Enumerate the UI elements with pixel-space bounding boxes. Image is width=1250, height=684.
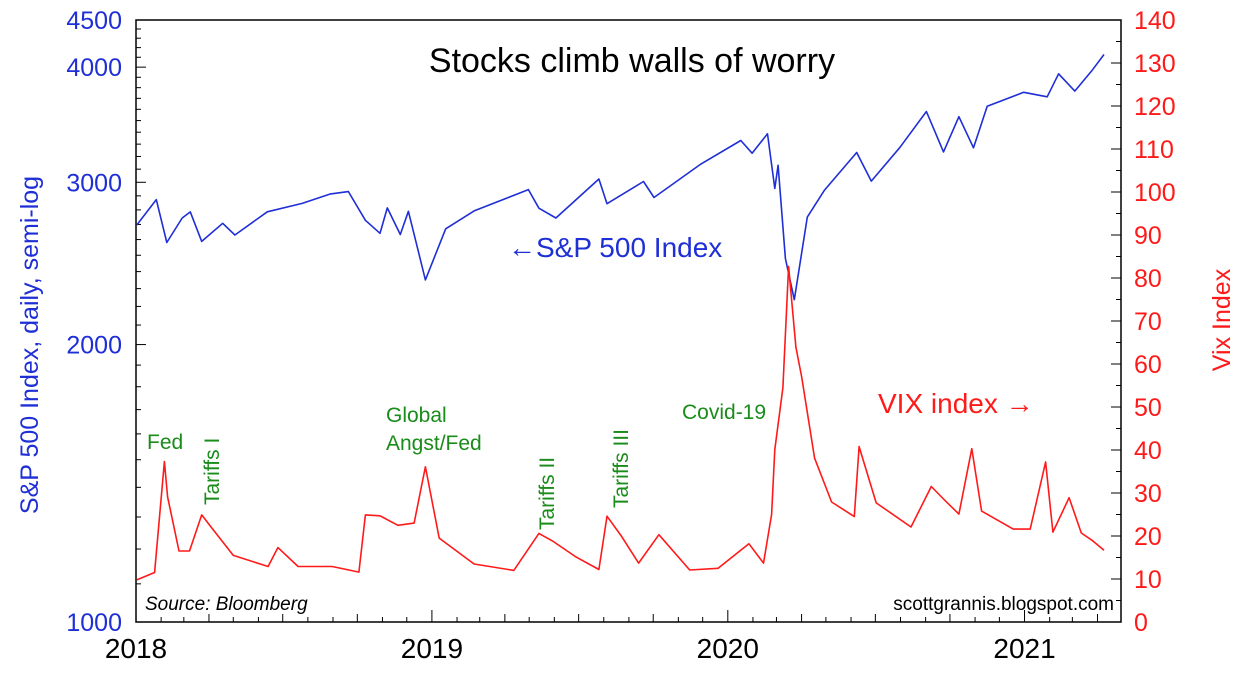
annotation-tariffs-1: Tariffs I: [201, 438, 224, 505]
y-right-tick-label: 50: [1134, 394, 1162, 422]
y-left-axis-label: S&P 500 Index, daily, semi-log: [16, 176, 44, 514]
series-line-vix: [136, 265, 1105, 581]
y-right-tick-label: 30: [1134, 480, 1162, 508]
x-ticks: 2018 2019 2020 2021: [105, 610, 1098, 664]
x-tick-label: 2021: [993, 633, 1055, 664]
chart-title: Stocks climb walls of worry: [429, 42, 835, 80]
y-right-tick-label: 110: [1134, 136, 1174, 164]
x-tick-label: 2019: [401, 633, 463, 664]
y-right-tick-label: 100: [1134, 179, 1176, 207]
annotation-covid: Covid-19: [682, 401, 766, 424]
y-left-tick-label: 4000: [66, 54, 122, 82]
annotation-tariffs-2: Tariffs II: [536, 457, 559, 530]
y-left-tick-label: 1000: [66, 609, 122, 637]
y-right-tick-label: 80: [1134, 265, 1162, 293]
x-tick-label: 2018: [105, 633, 167, 664]
source-note: Source: Bloomberg: [145, 594, 308, 615]
credit-note: scottgrannis.blogspot.com: [893, 594, 1114, 615]
y-right-axis-label: Vix Index: [1208, 268, 1236, 371]
y-right-tick-label: 10: [1134, 566, 1162, 594]
y-right-tick-label: 120: [1134, 93, 1176, 121]
y-right-tick-label: 90: [1134, 222, 1162, 250]
y-right-tick-label: 40: [1134, 437, 1162, 465]
series-label-vix: VIX index →: [878, 388, 1034, 419]
y-left-tick-label: 2000: [66, 332, 122, 360]
y-left-tick-label: 4500: [66, 7, 122, 35]
plot-frame: [135, 19, 1122, 623]
series-label-sp500: ←S&P 500 Index: [508, 232, 722, 263]
x-tick-label: 2020: [697, 633, 759, 664]
annotation-tariffs-3: Tariffs III: [610, 429, 633, 508]
y-right-tick-label: 20: [1134, 523, 1162, 551]
y-left-tick-label: 3000: [66, 169, 122, 197]
y-left-ticks: 4500 4000 3000 2000 1000: [66, 7, 146, 637]
series-line-sp500: [136, 54, 1105, 301]
y-right-tick-label: 140: [1134, 7, 1176, 35]
annotation-global-line2: Angst/Fed: [386, 432, 482, 455]
y-right-tick-label: 60: [1134, 351, 1162, 379]
annotation-fed: Fed: [147, 431, 183, 454]
y-right-tick-label: 70: [1134, 308, 1162, 336]
y-right-tick-label: 0: [1134, 609, 1148, 637]
y-right-tick-label: 130: [1134, 50, 1176, 78]
annotation-global-line1: Global: [386, 404, 447, 427]
